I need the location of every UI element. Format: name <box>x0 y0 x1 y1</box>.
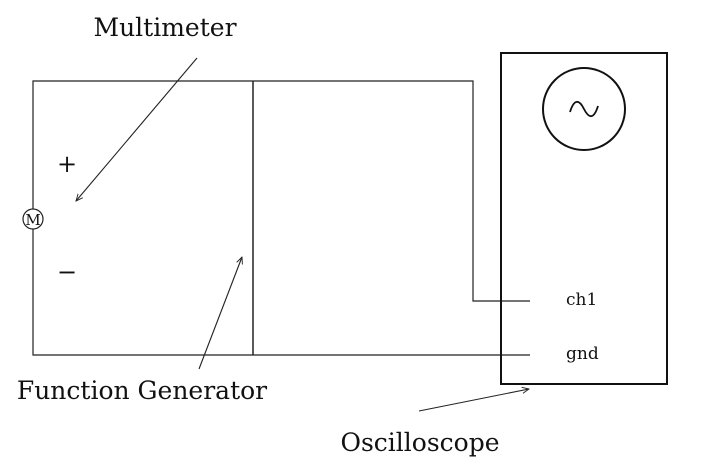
multimeter-arrow <box>76 57 198 201</box>
plus-sign: + <box>57 150 77 178</box>
minus-sign: − <box>57 258 77 286</box>
oscilloscope: ch1 gnd <box>500 52 668 385</box>
sine-wave-icon <box>569 100 599 118</box>
function-generator-arrow <box>198 257 242 370</box>
multimeter-label: Multimeter <box>93 13 236 42</box>
oscilloscope-arrow <box>418 389 529 412</box>
oscilloscope-label: Oscilloscope <box>340 428 499 457</box>
function-generator-label: Function Generator <box>17 376 267 405</box>
gnd-label: gnd <box>566 344 599 364</box>
meter-symbol: M <box>22 208 44 230</box>
oscilloscope-screen <box>542 67 626 151</box>
oscilloscope-box <box>500 52 668 385</box>
ch1-wire <box>253 80 530 302</box>
circuit-wires <box>32 80 530 356</box>
meter-circle <box>22 208 44 230</box>
left-loop-wire <box>32 80 253 356</box>
meter-letter: M <box>25 211 40 229</box>
ch1-label: ch1 <box>566 290 597 310</box>
